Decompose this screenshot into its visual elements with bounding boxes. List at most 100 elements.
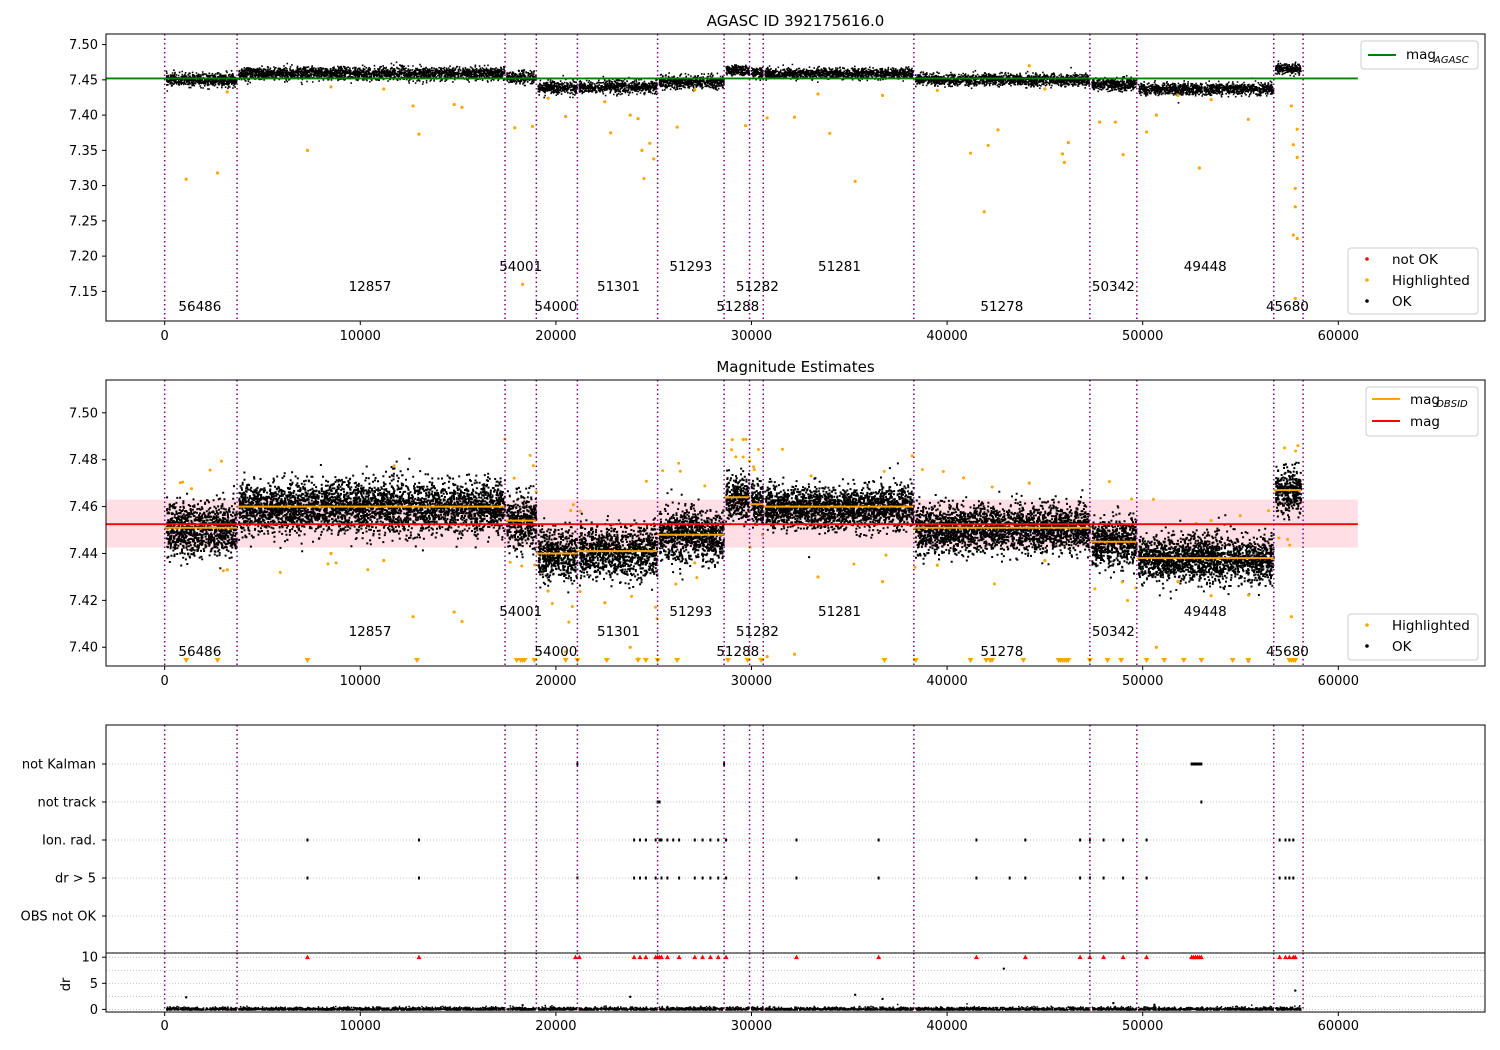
dr-outlier-point: [1294, 989, 1297, 992]
highlighted-point: [1209, 594, 1213, 598]
highlighted-point: [636, 117, 640, 121]
flag-marker: [633, 838, 636, 842]
flag-marker: [975, 876, 978, 880]
dr-capped-marker: [664, 954, 670, 960]
dr-capped-marker: [707, 954, 713, 960]
flag-marker: [644, 838, 647, 842]
highlighted-point: [744, 124, 748, 128]
below-range-marker: [1198, 658, 1205, 663]
dr-capped-marker: [659, 954, 665, 960]
dr-capped-marker: [304, 954, 310, 960]
x-tick-label: 50000: [1122, 674, 1163, 689]
flag-row-label: dr > 5: [55, 872, 96, 887]
highlighted-point: [996, 128, 1000, 132]
flag-marker: [723, 762, 726, 766]
legend-box: [1347, 613, 1479, 661]
y-tick-label: 5: [90, 977, 98, 992]
dr-capped-marker: [416, 954, 422, 960]
highlighted-point: [1296, 444, 1300, 448]
dr-outlier-point: [1002, 967, 1006, 970]
dr-points: [166, 1003, 1302, 1011]
highlighted-point: [880, 93, 885, 97]
highlighted-point: [190, 487, 194, 491]
obsid-label: 12857: [349, 279, 392, 295]
y-tick-label: 0: [90, 1003, 98, 1018]
flag-marker: [725, 876, 728, 880]
highlighted-point: [411, 615, 415, 619]
flag-marker: [576, 762, 579, 766]
flag-marker: [1288, 876, 1291, 880]
highlighted-point: [935, 88, 939, 93]
x-tick-label: 0: [161, 329, 169, 344]
dr-outlier-point: [1153, 1003, 1156, 1006]
flag-marker: [306, 876, 309, 880]
highlighted-point: [334, 561, 338, 565]
x-tick-label: 20000: [535, 329, 576, 344]
legend-label: OK: [1392, 639, 1413, 655]
dr-capped-marker: [1120, 954, 1126, 960]
highlighted-point: [1121, 152, 1125, 157]
below-range-marker: [1229, 658, 1236, 663]
flags-panel: not Kalman not track Ion. rad. dr > 5 OBS no…: [21, 724, 1486, 954]
below-range-marker: [183, 658, 190, 663]
highlighted-point: [910, 454, 914, 458]
highlighted-point: [531, 464, 535, 468]
obsid-label: 45680: [1266, 644, 1309, 660]
agasc-mag-panel: 56486 12857 54001 54000 51301 51293 51288 51282…: [69, 12, 1486, 344]
highlighted-point: [533, 563, 537, 567]
highlighted-point: [221, 569, 225, 573]
x-tick-label: 0: [161, 1019, 169, 1034]
below-range-marker: [642, 658, 649, 663]
flag-marker: [1145, 876, 1148, 880]
below-range-marker: [1020, 658, 1027, 663]
highlighted-point: [528, 453, 532, 457]
obsid-label: 54001: [499, 604, 542, 620]
highlighted-point: [382, 558, 386, 563]
flag-marker: [701, 838, 704, 842]
below-range-marker: [1104, 658, 1111, 663]
dr-capped-marker: [643, 954, 649, 960]
flag-marker: [709, 838, 712, 842]
below-range-marker: [414, 658, 421, 663]
flag-marker: [678, 838, 681, 842]
highlighted-point: [1062, 160, 1067, 164]
flag-marker: [1008, 876, 1011, 880]
flag-marker: [658, 838, 661, 842]
flag-marker: [1192, 762, 1195, 766]
top-axes-frame: [105, 33, 1486, 322]
highlighted-point: [1246, 117, 1250, 121]
flag-marker: [1292, 838, 1295, 842]
highlighted-point: [1209, 519, 1213, 523]
below-range-marker: [674, 658, 681, 663]
x-tick-label: 60000: [1318, 1019, 1359, 1034]
legend-label: mag: [1410, 392, 1440, 408]
top-title: AGASC ID 392175616.0: [707, 12, 885, 30]
below-range-marker: [967, 658, 974, 663]
legend-points: not OK Highlighted OK: [1347, 247, 1479, 315]
highlighted-point: [654, 605, 657, 609]
flag-marker: [638, 876, 641, 880]
flag-marker: [1198, 762, 1201, 766]
highlighted-point: [1288, 543, 1292, 547]
legend-marker: [1365, 299, 1369, 303]
dr-outlier-point: [853, 993, 857, 996]
highlighted-point: [1209, 97, 1213, 102]
flag-marker: [638, 838, 641, 842]
below-range-marker: [521, 658, 528, 663]
highlighted-point: [982, 210, 986, 214]
highlighted-point: [546, 96, 550, 100]
highlighted-point: [962, 476, 966, 480]
y-tick-label: 7.50: [69, 38, 98, 53]
dr-axis-label: dr: [59, 977, 74, 991]
highlighted-point: [828, 131, 832, 136]
dr-capped-marker: [1144, 954, 1150, 960]
dr-capped-marker: [1101, 954, 1107, 960]
legend-points: Highlighted OK: [1347, 613, 1479, 661]
highlighted-point: [630, 594, 634, 598]
flag-marker: [1284, 838, 1287, 842]
flag-marker: [1278, 838, 1281, 842]
flag-marker: [1145, 838, 1148, 842]
highlighted-point: [326, 562, 330, 566]
highlighted-point: [752, 465, 756, 469]
y-tick-label: 7.15: [69, 285, 98, 300]
